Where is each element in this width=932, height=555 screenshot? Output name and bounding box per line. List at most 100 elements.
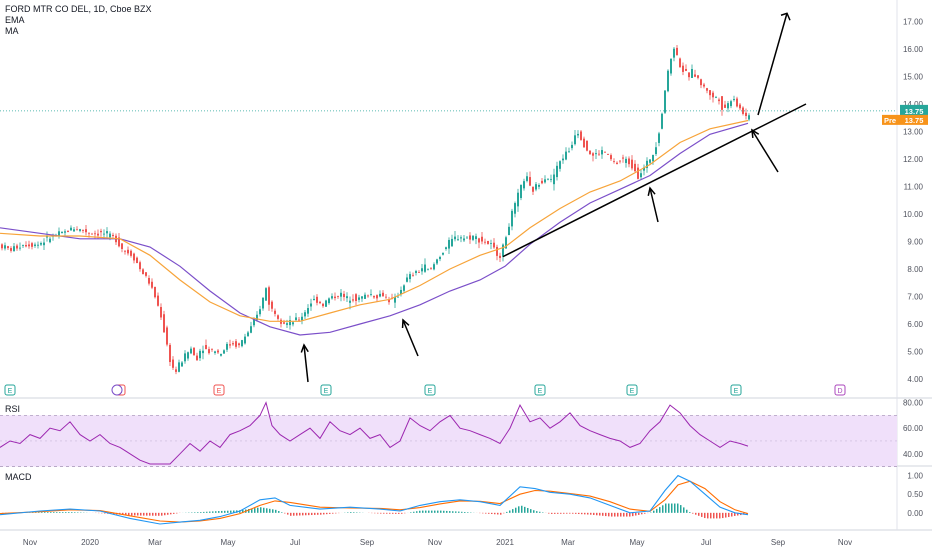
event-marker-circle <box>112 385 122 395</box>
candle-body <box>427 269 429 270</box>
candle-body <box>112 235 114 236</box>
macd-hist-bar <box>494 513 496 514</box>
macd-hist-bar <box>146 513 148 516</box>
candle-body <box>76 229 78 230</box>
candle-body <box>208 349 210 353</box>
macd-hist-bar <box>449 511 451 513</box>
macd-hist-bar <box>440 511 442 513</box>
event-marker-label: E <box>630 388 635 395</box>
macd-hist-bar <box>689 512 691 513</box>
candle-body <box>610 155 612 159</box>
candle-body <box>136 258 138 263</box>
candle-body <box>712 93 714 98</box>
ema-indicator-label[interactable]: EMA <box>5 15 152 26</box>
macd-hist-bar <box>221 511 223 513</box>
candle-body <box>640 173 642 177</box>
candle-body <box>673 49 675 58</box>
candle-body <box>121 243 123 249</box>
ma-indicator-label[interactable]: MA <box>5 26 152 37</box>
candle-body <box>595 153 597 154</box>
event-marker: E <box>5 385 15 395</box>
candle-body <box>220 354 222 356</box>
candle-body <box>721 96 723 110</box>
candle-body <box>742 108 744 114</box>
candle-body <box>139 262 141 269</box>
macd-hist-bar <box>284 513 286 514</box>
candles-group <box>1 45 750 374</box>
macd-hist-bar <box>551 513 553 514</box>
symbol-title[interactable]: FORD MTR CO DEL, 1D, Cboe BZX <box>5 4 152 15</box>
candle-body <box>337 296 339 297</box>
rsi-pane-label[interactable]: RSI <box>5 404 20 414</box>
support-trendline <box>503 104 806 257</box>
candle-body <box>61 232 63 233</box>
candle-body <box>217 351 219 353</box>
macd-hist-bar <box>389 513 391 514</box>
candle-body <box>631 160 633 169</box>
macd-signal-line <box>0 481 748 522</box>
macd-hist-bar <box>683 507 685 512</box>
candle-body <box>481 237 483 242</box>
candle-body <box>586 141 588 151</box>
macd-hist-bar <box>533 510 535 513</box>
candle-body <box>436 259 438 263</box>
candle-body <box>508 227 510 235</box>
macd-hist-bar <box>560 513 562 514</box>
macd-hist-bar <box>401 513 403 514</box>
candle-body <box>277 315 279 319</box>
price-tick-label: 12.00 <box>903 155 924 164</box>
macd-hist-bar <box>536 511 538 513</box>
macd-hist-bar <box>716 513 718 519</box>
rsi-tick-label: 80.00 <box>903 399 924 408</box>
macd-hist-bar <box>392 513 394 514</box>
macd-hist-bar <box>260 507 262 513</box>
candle-body <box>274 311 276 314</box>
candle-body <box>241 340 243 346</box>
candle-body <box>703 85 705 87</box>
macd-hist-bar <box>167 513 169 515</box>
macd-hist-bar <box>458 512 460 513</box>
candle-body <box>358 297 360 299</box>
candle-body <box>745 113 747 116</box>
last-price-tag: 13.75 <box>900 105 928 116</box>
macd-hist-bar <box>563 513 565 514</box>
price-tick-label: 8.00 <box>907 265 923 274</box>
macd-hist-bar <box>314 513 316 515</box>
macd-hist-bar <box>629 513 631 517</box>
macd-hist-bar <box>524 507 526 513</box>
candle-body <box>283 322 285 323</box>
macd-hist-bar <box>614 513 616 517</box>
macd-hist-bar <box>467 512 469 513</box>
candle-body <box>19 248 21 249</box>
macd-hist-bar <box>605 513 607 516</box>
ema-line <box>0 121 748 322</box>
macd-pane-label[interactable]: MACD <box>5 472 32 482</box>
macd-hist-bar <box>386 513 388 514</box>
candle-body <box>457 239 459 240</box>
event-marker: E <box>731 385 741 395</box>
candle-body <box>649 159 651 162</box>
candle-body <box>211 349 213 350</box>
ma-line <box>0 123 748 335</box>
macd-hist-bar <box>590 513 592 515</box>
macd-hist-bar <box>728 513 730 517</box>
candle-body <box>127 250 129 254</box>
candle-body <box>202 351 204 353</box>
candle-body <box>739 105 741 109</box>
candle-body <box>334 297 336 298</box>
candle-body <box>133 254 135 261</box>
macd-hist-bar <box>569 513 571 514</box>
last-price-tag-label: 13.75 <box>905 107 924 116</box>
candle-body <box>319 302 321 303</box>
event-marker-label: D <box>837 388 842 395</box>
macd-hist-bar <box>557 513 559 514</box>
candle-body <box>235 341 237 347</box>
event-marker-label: E <box>734 388 739 395</box>
macd-hist-bar <box>227 511 229 513</box>
macd-hist-bar <box>521 506 523 513</box>
macd-hist-bar <box>422 511 424 513</box>
candle-body <box>382 293 384 297</box>
candle-body <box>43 243 45 246</box>
candle-body <box>1 244 3 248</box>
